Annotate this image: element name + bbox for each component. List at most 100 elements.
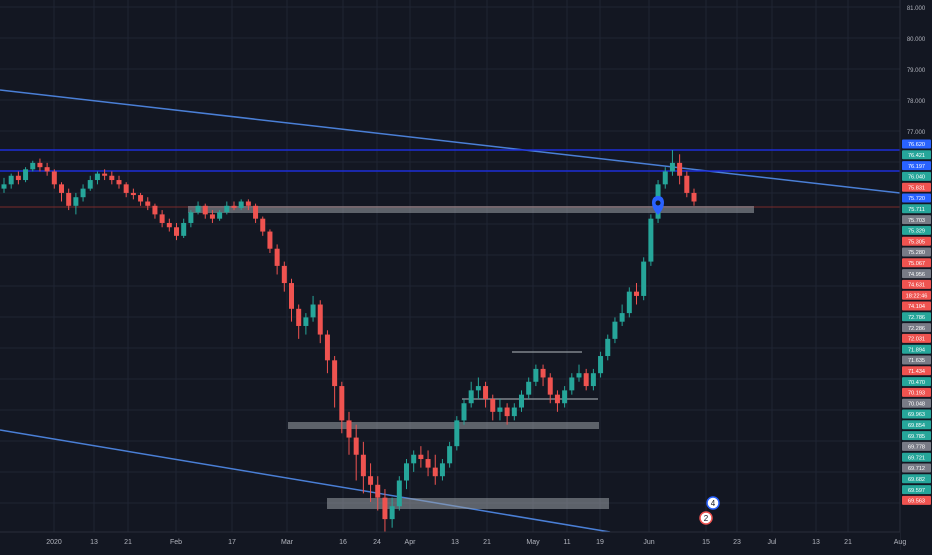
candle-body[interactable]: [511, 407, 517, 417]
candle-body[interactable]: [346, 420, 352, 438]
price-badge[interactable]: [902, 420, 931, 430]
candle-body[interactable]: [44, 167, 50, 172]
candle-body[interactable]: [209, 214, 215, 219]
candle-body[interactable]: [583, 373, 589, 387]
candle-body[interactable]: [66, 192, 72, 206]
price-badge[interactable]: [902, 387, 931, 397]
price-badge[interactable]: [902, 171, 931, 181]
candle-body[interactable]: [245, 201, 251, 206]
candle-body[interactable]: [432, 467, 438, 477]
candle-body[interactable]: [389, 506, 395, 520]
price-badge[interactable]: [902, 193, 931, 203]
candle-body[interactable]: [274, 248, 280, 266]
candle-body[interactable]: [662, 171, 668, 185]
price-badge[interactable]: [902, 323, 931, 333]
candle-body[interactable]: [188, 212, 194, 223]
candle-body[interactable]: [612, 321, 618, 339]
candle-body[interactable]: [425, 459, 431, 468]
candle-body[interactable]: [691, 192, 697, 202]
price-badge[interactable]: [902, 474, 931, 484]
candle-body[interactable]: [202, 205, 208, 215]
candle-body[interactable]: [332, 360, 338, 387]
candle-body[interactable]: [677, 162, 683, 176]
candle-body[interactable]: [166, 222, 172, 228]
price-badge[interactable]: [902, 150, 931, 160]
candle-body[interactable]: [540, 368, 546, 378]
price-badge[interactable]: [902, 204, 931, 214]
price-badge[interactable]: [902, 485, 931, 495]
candle-body[interactable]: [562, 390, 568, 404]
candle-body[interactable]: [109, 175, 115, 181]
candle-body[interactable]: [468, 390, 474, 404]
candle-body[interactable]: [59, 184, 64, 193]
candle-body[interactable]: [483, 386, 489, 399]
candle-body[interactable]: [569, 377, 575, 391]
candle-body[interactable]: [94, 173, 100, 181]
candle-body[interactable]: [684, 175, 690, 193]
candle-body[interactable]: [634, 291, 639, 296]
event-badge-icon[interactable]: [699, 511, 713, 525]
candle-body[interactable]: [116, 180, 122, 185]
candle-body[interactable]: [238, 201, 244, 208]
candle-body[interactable]: [296, 308, 302, 326]
candle-body[interactable]: [317, 304, 323, 335]
event-badge-icon[interactable]: [706, 496, 720, 510]
candle-body[interactable]: [87, 180, 93, 189]
price-badge[interactable]: [902, 355, 931, 365]
candle-body[interactable]: [145, 201, 151, 206]
price-badge[interactable]: [902, 290, 931, 300]
price-badge[interactable]: [902, 269, 931, 279]
price-badge[interactable]: [902, 377, 931, 387]
candle-body[interactable]: [260, 218, 266, 232]
price-badge[interactable]: [902, 161, 931, 171]
candle-body[interactable]: [123, 184, 129, 193]
candle-body[interactable]: [152, 205, 158, 215]
candle-body[interactable]: [8, 175, 14, 185]
candle-body[interactable]: [217, 212, 223, 219]
price-badge[interactable]: [902, 409, 931, 419]
candle-body[interactable]: [231, 205, 237, 208]
candle-body[interactable]: [396, 480, 402, 507]
candle-body[interactable]: [418, 454, 424, 460]
candle-body[interactable]: [648, 218, 654, 262]
candle-body[interactable]: [102, 173, 108, 176]
candle-body[interactable]: [37, 162, 43, 168]
candle-body[interactable]: [281, 265, 287, 284]
price-badge[interactable]: [902, 366, 931, 376]
price-badge[interactable]: [902, 215, 931, 225]
candle-body[interactable]: [1, 184, 7, 189]
candle-body[interactable]: [267, 231, 273, 249]
candle-body[interactable]: [411, 454, 417, 464]
candle-body[interactable]: [368, 476, 374, 485]
candle-body[interactable]: [224, 205, 230, 213]
candle-body[interactable]: [475, 386, 481, 391]
candle-body[interactable]: [80, 188, 86, 198]
price-badge[interactable]: [902, 495, 931, 505]
candle-body[interactable]: [130, 192, 136, 196]
price-badge[interactable]: [902, 452, 931, 462]
price-badge[interactable]: [902, 398, 931, 408]
price-badge[interactable]: [902, 247, 931, 257]
candle-body[interactable]: [533, 368, 539, 382]
candle-body[interactable]: [382, 497, 388, 520]
candle-body[interactable]: [526, 381, 532, 395]
price-badge[interactable]: [902, 236, 931, 246]
candle-body[interactable]: [504, 407, 510, 417]
candle-body[interactable]: [605, 338, 611, 357]
candle-body[interactable]: [619, 313, 625, 322]
price-badge[interactable]: [902, 441, 931, 451]
candle-body[interactable]: [195, 205, 201, 213]
candle-body[interactable]: [303, 317, 309, 326]
candle-body[interactable]: [51, 171, 57, 185]
candle-body[interactable]: [626, 291, 632, 314]
price-badge[interactable]: [902, 279, 931, 289]
candle-body[interactable]: [641, 261, 647, 296]
candle-body[interactable]: [181, 222, 187, 236]
price-badge[interactable]: [902, 431, 931, 441]
candle-body[interactable]: [598, 356, 604, 374]
candle-body[interactable]: [15, 175, 21, 181]
price-badge[interactable]: [902, 301, 931, 311]
candle-body[interactable]: [310, 304, 316, 318]
candle-body[interactable]: [253, 205, 259, 219]
